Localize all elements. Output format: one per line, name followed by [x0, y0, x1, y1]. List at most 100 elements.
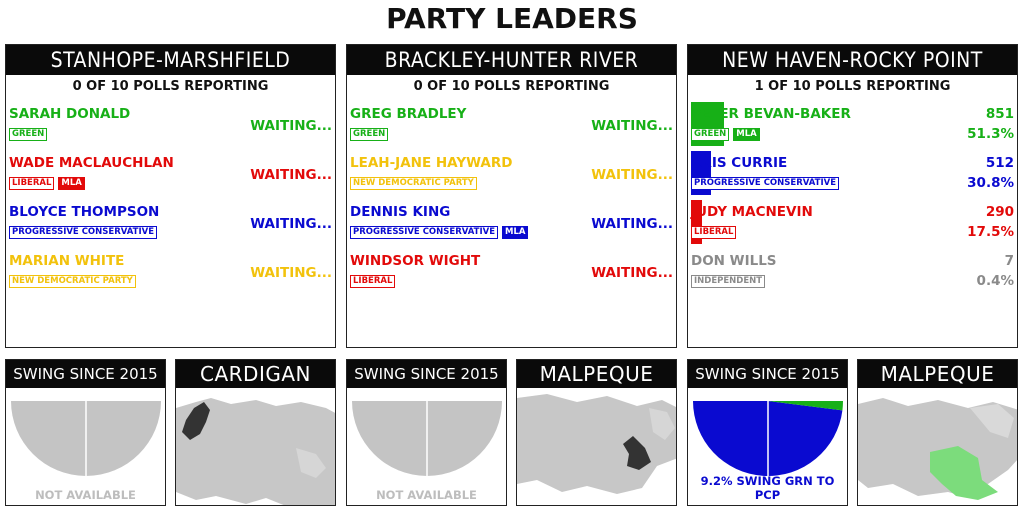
candidate-name: BLOYCE THOMPSON: [9, 204, 160, 220]
district-highlight: [182, 402, 210, 440]
party-tag: NEW DEMOCRATIC PARTY: [9, 275, 136, 288]
riding-name: STANHOPE-MARSHFIELD: [6, 45, 335, 75]
candidate-row: LEAH-JANE HAYWARD NEW DEMOCRATIC PARTY WAI…: [350, 151, 673, 195]
candidate-tags: NEW DEMOCRATIC PARTY: [9, 275, 140, 288]
candidate-row: KRIS CURRIE PROGRESSIVE CONSERVATIVE 512 30…: [691, 151, 1014, 195]
swing-title: SWING SINCE 2015: [347, 360, 506, 388]
candidate-row: JUDY MACNEVIN LIBERAL 290 17.5%: [691, 200, 1014, 244]
swing-semicircle: [352, 401, 502, 476]
party-tag: GREEN: [691, 128, 730, 141]
district-map: [176, 398, 335, 505]
result-status: WAITING...: [591, 118, 673, 134]
candidate-row: DENNIS KING PROGRESSIVE CONSERVATIVE MLA WA…: [350, 200, 673, 244]
riding-panel: BRACKLEY-HUNTER RIVER 0 OF 10 POLLS REPOR…: [346, 44, 677, 348]
candidate-row: PETER BEVAN-BAKER GREEN MLA 851 51.3%: [691, 102, 1014, 146]
candidate-name: DENNIS KING: [350, 204, 451, 220]
swing-semicircle: [11, 401, 161, 476]
vote-count: 512: [985, 155, 1014, 171]
candidate-row: WADE MACLAUCHLAN LIBERAL MLA WAITING...: [9, 151, 332, 195]
candidate-name: KRIS CURRIE: [691, 155, 788, 171]
swing-title: SWING SINCE 2015: [6, 360, 165, 388]
vote-percent: 51.3%: [967, 126, 1014, 142]
candidate-name: LEAH-JANE HAYWARD: [350, 155, 513, 171]
vote-percent: 0.4%: [976, 273, 1014, 289]
swing-note: NOT AVAILABLE: [35, 488, 136, 502]
result-status: WAITING...: [591, 265, 673, 281]
swing-note: NOT AVAILABLE: [376, 488, 477, 502]
vote-count: 851: [985, 106, 1014, 122]
riding-panel: STANHOPE-MARSHFIELD 0 OF 10 POLLS REPORTI…: [5, 44, 336, 348]
party-tag: LIBERAL: [350, 275, 396, 288]
candidate-tags: GREEN MLA: [691, 128, 764, 141]
district-title: CARDIGAN: [176, 360, 335, 388]
candidate-name: SARAH DONALD: [9, 106, 131, 122]
candidate-tags: GREEN: [9, 128, 51, 141]
swing-box: SWING SINCE 2015 9.2% SWING GRN TO PCP: [687, 359, 848, 506]
district-map: [517, 394, 676, 494]
vote-percent: 17.5%: [967, 224, 1014, 240]
party-tag: GREEN: [9, 128, 48, 141]
polls-reporting: 0 OF 10 POLLS REPORTING: [413, 79, 610, 94]
result-status: WAITING...: [250, 167, 332, 183]
candidate-name: MARIAN WHITE: [9, 253, 125, 269]
candidate-row: BLOYCE THOMPSON PROGRESSIVE CONSERVATIVE W…: [9, 200, 332, 244]
candidate-name: GREG BRADLEY: [350, 106, 467, 122]
candidate-name: PETER BEVAN-BAKER: [691, 106, 851, 122]
party-tag: LIBERAL: [9, 177, 55, 190]
result-status: WAITING...: [591, 167, 673, 183]
candidate-tags: PROGRESSIVE CONSERVATIVE: [691, 177, 843, 190]
party-tag: NEW DEMOCRATIC PARTY: [350, 177, 477, 190]
candidate-tags: GREEN: [350, 128, 392, 141]
mla-badge: MLA: [733, 128, 760, 141]
candidate-row: SARAH DONALD GREEN WAITING...: [9, 102, 332, 146]
party-tag: PROGRESSIVE CONSERVATIVE: [350, 226, 499, 239]
district-map-box: MALPEQUE: [516, 359, 677, 506]
candidate-tags: INDEPENDENT: [691, 275, 769, 288]
party-tag: INDEPENDENT: [691, 275, 766, 288]
candidate-tags: LIBERAL: [691, 226, 740, 239]
result-status: WAITING...: [250, 216, 332, 232]
district-map-box: CARDIGAN: [175, 359, 336, 506]
swing-title: SWING SINCE 2015: [688, 360, 847, 388]
candidate-tags: LIBERAL MLA: [9, 177, 89, 190]
swing-note: 9.2% SWING GRN TO PCP: [700, 474, 835, 502]
vote-count: 290: [985, 204, 1014, 220]
party-tag: PROGRESSIVE CONSERVATIVE: [691, 177, 840, 190]
candidate-row: MARIAN WHITE NEW DEMOCRATIC PARTY WAITING.…: [9, 249, 332, 293]
candidate-name: WINDSOR WIGHT: [350, 253, 481, 269]
result-status: WAITING...: [250, 265, 332, 281]
polls-reporting: 1 OF 10 POLLS REPORTING: [754, 79, 951, 94]
candidate-row: DON WILLS INDEPENDENT 7 0.4%: [691, 249, 1014, 293]
candidate-tags: PROGRESSIVE CONSERVATIVE: [9, 226, 161, 239]
riding-name: BRACKLEY-HUNTER RIVER: [347, 45, 676, 75]
swing-semicircle: [693, 401, 843, 477]
mla-badge: MLA: [502, 226, 529, 239]
result-status: WAITING...: [250, 118, 332, 134]
page-title: PARTY LEADERS: [386, 2, 638, 35]
party-tag: LIBERAL: [691, 226, 737, 239]
candidate-name: JUDY MACNEVIN: [691, 204, 813, 220]
swing-green-segment: [768, 401, 843, 411]
mla-badge: MLA: [58, 177, 85, 190]
candidate-row: WINDSOR WIGHT LIBERAL WAITING...: [350, 249, 673, 293]
vote-share-bar: [691, 200, 702, 244]
vote-percent: 30.8%: [967, 175, 1014, 191]
riding-name: NEW HAVEN-ROCKY POINT: [688, 45, 1017, 75]
riding-panel: NEW HAVEN-ROCKY POINT 1 OF 10 POLLS REPOR…: [687, 44, 1018, 348]
district-map-box: MALPEQUE: [857, 359, 1018, 506]
candidate-name: DON WILLS: [691, 253, 777, 269]
candidate-tags: NEW DEMOCRATIC PARTY: [350, 177, 481, 190]
swing-box: SWING SINCE 2015 NOT AVAILABLE: [346, 359, 507, 506]
candidate-name: WADE MACLAUCHLAN: [9, 155, 174, 171]
candidate-row: GREG BRADLEY GREEN WAITING...: [350, 102, 673, 146]
polls-reporting: 0 OF 10 POLLS REPORTING: [72, 79, 269, 94]
candidate-tags: PROGRESSIVE CONSERVATIVE MLA: [350, 226, 532, 239]
party-tag: PROGRESSIVE CONSERVATIVE: [9, 226, 158, 239]
candidate-tags: LIBERAL: [350, 275, 399, 288]
result-status: WAITING...: [591, 216, 673, 232]
district-highlight: [623, 436, 651, 470]
district-title: MALPEQUE: [517, 360, 676, 388]
district-map: [858, 398, 1017, 500]
district-highlight: [930, 446, 998, 500]
district-title: MALPEQUE: [858, 360, 1017, 388]
